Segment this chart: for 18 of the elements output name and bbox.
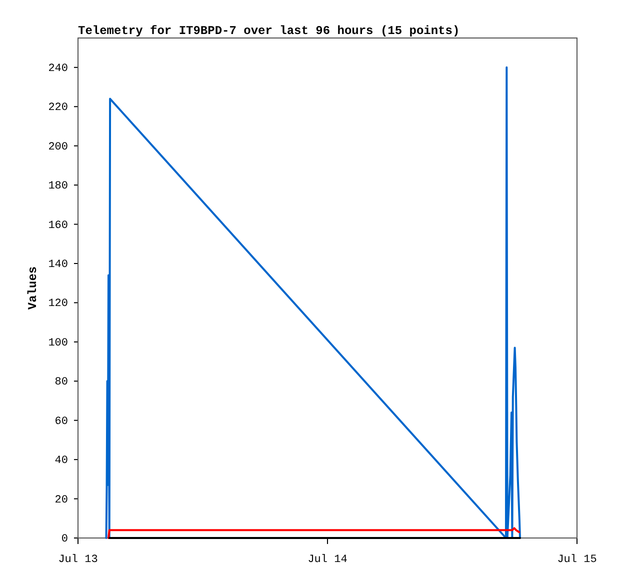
chart-title: Telemetry for IT9BPD-7 over last 96 hours (15 points) — [78, 24, 460, 38]
y-tick-label: 0 — [61, 534, 68, 546]
y-tick-label: 200 — [48, 141, 68, 154]
x-tick-label: Jul 15 — [557, 554, 597, 566]
y-tick-label: 220 — [48, 102, 68, 114]
y-tick-label: 240 — [48, 62, 68, 75]
y-axis-title: Values — [26, 266, 40, 310]
y-tick-label: 160 — [48, 220, 68, 232]
y-tick-label: 40 — [54, 455, 68, 468]
y-tick-label: 60 — [54, 416, 68, 428]
y-tick-label: 140 — [48, 259, 68, 272]
y-tick-label: 20 — [54, 494, 68, 506]
x-tick-label: Jul 13 — [58, 554, 98, 566]
x-tick-label: Jul 14 — [308, 554, 348, 566]
y-tick-label: 80 — [54, 376, 68, 389]
y-tick-label: 120 — [48, 298, 68, 310]
y-tick-label: 180 — [48, 180, 68, 193]
y-tick-label: 100 — [48, 337, 68, 350]
